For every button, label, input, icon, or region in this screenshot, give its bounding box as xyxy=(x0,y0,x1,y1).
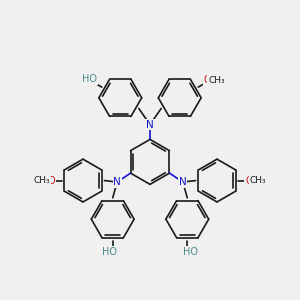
Text: CH₃: CH₃ xyxy=(208,76,225,85)
Text: O: O xyxy=(47,176,55,186)
Text: HO: HO xyxy=(183,247,198,256)
Text: CH₃: CH₃ xyxy=(34,176,50,185)
Text: N: N xyxy=(179,177,187,187)
Text: N: N xyxy=(113,177,121,187)
Text: O: O xyxy=(204,75,212,85)
Text: N: N xyxy=(146,120,154,130)
Text: HO: HO xyxy=(102,247,117,256)
Text: O: O xyxy=(245,176,253,186)
Text: CH₃: CH₃ xyxy=(250,176,266,185)
Text: HO: HO xyxy=(82,74,98,84)
